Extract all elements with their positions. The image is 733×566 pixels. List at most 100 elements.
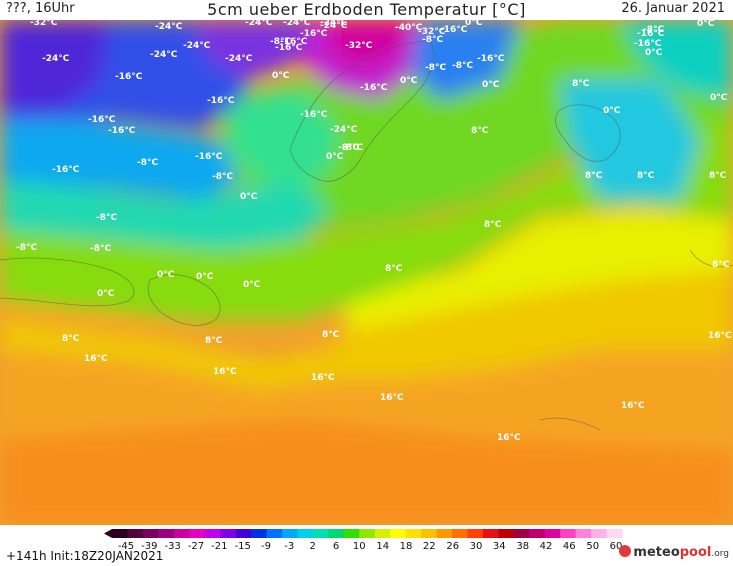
temp-label: -24°C xyxy=(183,41,211,51)
temp-label: -8°C xyxy=(452,61,473,71)
zone-svalbard-cyan xyxy=(560,80,700,200)
temp-label: -16°C xyxy=(477,54,505,64)
temp-label: 8°C xyxy=(484,220,502,230)
temp-label: 0°C xyxy=(400,76,418,86)
legend-swatch xyxy=(204,529,221,538)
temp-label: -16°C xyxy=(108,126,136,136)
temp-label: 0°C xyxy=(240,192,258,202)
temp-label: -24°C xyxy=(330,125,358,135)
temp-label: -16°C xyxy=(440,25,468,35)
legend-swatch xyxy=(560,529,577,538)
legend-tick-label: -21 xyxy=(211,541,227,549)
legend-swatch xyxy=(127,529,144,538)
legend-swatch xyxy=(606,529,623,538)
temp-label: 16°C xyxy=(708,331,732,341)
temp-label: -32°C xyxy=(345,41,373,51)
brand-text-c: .org xyxy=(711,549,729,559)
legend-tick-label: 26 xyxy=(446,541,459,549)
temp-label: -24°C xyxy=(245,20,273,28)
temp-label: -24°C xyxy=(155,22,183,32)
temp-label: -32°C xyxy=(418,27,446,37)
temp-label: 8°C xyxy=(471,126,489,136)
zone-teal-green xyxy=(230,90,340,190)
temp-label: 0°C xyxy=(645,48,663,58)
temp-label: -16°C xyxy=(275,43,303,53)
temp-label: -8°C xyxy=(96,213,117,223)
map-title: 5cm ueber Erdboden Temperatur [°C] xyxy=(207,0,526,19)
legend-tick-label: 30 xyxy=(470,541,483,549)
legend-tick-label: -9 xyxy=(261,541,271,549)
zone-light-green xyxy=(0,110,733,320)
temp-label: -8°C xyxy=(422,35,443,45)
brand-text-a: meteo xyxy=(633,545,680,560)
temp-label: -24°C xyxy=(320,21,348,31)
temp-label: -32°C xyxy=(30,20,58,28)
coastlines xyxy=(0,39,733,431)
temp-label: 8°C xyxy=(62,334,80,344)
legend-swatch xyxy=(575,529,592,538)
zone-deep-magenta xyxy=(330,20,410,70)
temp-label: -24°C xyxy=(150,50,178,60)
temp-label: 8°C xyxy=(205,336,223,346)
legend-swatch xyxy=(297,529,314,538)
temp-label: -16°C xyxy=(300,110,328,120)
temp-label: 8°C xyxy=(322,330,340,340)
temp-label: -8°C xyxy=(643,25,664,35)
temp-label: 0°C xyxy=(465,20,483,28)
temp-label: -8°C xyxy=(90,244,111,254)
meteopool-icon xyxy=(619,545,632,557)
temp-label: 16°C xyxy=(621,401,645,411)
legend-tick-label: 34 xyxy=(493,541,506,549)
temp-label: -24°C xyxy=(320,20,348,28)
header-bar: ???, 16Uhr 5cm ueber Erdboden Temperatur… xyxy=(0,0,733,20)
temp-label: -16°C xyxy=(195,152,223,162)
temp-label: 0°C xyxy=(697,20,715,29)
legend-swatch xyxy=(328,529,345,538)
temp-label: -8°C xyxy=(137,158,158,168)
temp-label: 0°C xyxy=(326,152,344,162)
legend-tick-label: -27 xyxy=(188,541,204,549)
temp-label: 8°C xyxy=(572,79,590,89)
temp-label: -8°C xyxy=(212,172,233,182)
temp-label: 8°C xyxy=(637,171,655,181)
temp-label: -16°C xyxy=(207,96,235,106)
legend-swatch xyxy=(251,529,268,538)
temp-label: -8°C xyxy=(425,63,446,73)
model-run-info: +141h Init:18Z20JAN2021 xyxy=(6,549,164,563)
temp-label: 0°C xyxy=(243,280,261,290)
legend-swatch xyxy=(343,529,360,538)
legend-swatch xyxy=(452,529,469,538)
map-labels: -32°C -24°C -24°C -24°C -24°C -24°C -40°… xyxy=(16,20,732,443)
temp-label: 8°C xyxy=(585,171,603,181)
zone-cyan xyxy=(0,110,240,200)
map-canvas: -32°C -24°C -24°C -24°C -24°C -24°C -40°… xyxy=(0,20,733,525)
color-legend: -45 -39 -33 -27 -21 -15 -9 -3 2 6 10 14 18 22 26 30 34 38… xyxy=(104,529,623,549)
brand-text-b: pool xyxy=(679,545,712,560)
legend-swatch xyxy=(173,529,190,538)
temp-label: -8°C xyxy=(338,143,359,153)
legend-swatch xyxy=(421,529,438,538)
temp-label: -8°C xyxy=(342,143,363,153)
temp-label: 0°C xyxy=(97,289,115,299)
zone-teal xyxy=(0,170,330,250)
brand-logo[interactable]: meteopool.org xyxy=(619,545,729,560)
temp-label: 0°C xyxy=(603,106,621,116)
legend-swatch xyxy=(282,529,299,538)
legend-tick-label: 2 xyxy=(310,541,316,549)
legend-tick-label: 18 xyxy=(400,541,413,549)
temp-label: -8°C xyxy=(16,243,37,253)
temp-label: -24°C xyxy=(283,20,311,28)
legend-swatch xyxy=(529,529,546,538)
legend-swatch xyxy=(220,529,237,538)
temp-label: 0°C xyxy=(710,93,728,103)
legend-swatch xyxy=(142,529,159,538)
temp-label: -16°C xyxy=(52,165,80,175)
temperature-map: -32°C -24°C -24°C -24°C -24°C -24°C -40°… xyxy=(0,20,733,525)
legend-swatch xyxy=(266,529,283,538)
legend-tick-label: 42 xyxy=(540,541,553,549)
legend-tick-label: -15 xyxy=(235,541,251,549)
legend-tick-label: -39 xyxy=(141,541,157,549)
zone-ne-teal xyxy=(620,20,733,100)
legend-tick-label: 10 xyxy=(353,541,366,549)
legend-tick-label: -3 xyxy=(284,541,294,549)
